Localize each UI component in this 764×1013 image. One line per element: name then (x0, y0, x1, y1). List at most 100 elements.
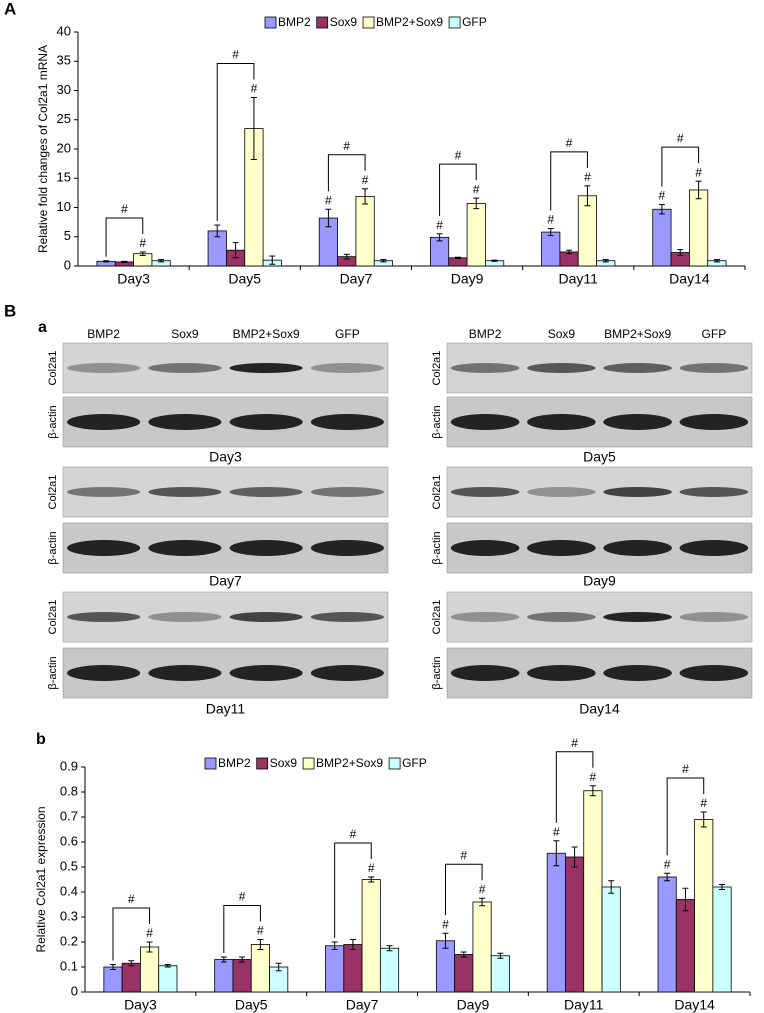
row-label: Col2a1 (431, 475, 443, 510)
significance-mark: # (325, 193, 332, 207)
blot-band (229, 540, 303, 556)
bracket (555, 751, 594, 823)
significance-mark: # (257, 924, 264, 938)
error-bar (109, 964, 116, 970)
bar (694, 819, 714, 993)
legend-swatch (388, 757, 401, 770)
blot-band (67, 487, 141, 497)
lane-label: BMP2 (469, 327, 502, 341)
legend-label: BMP2+Sox9 (376, 15, 443, 29)
y-tick-label: 0.5 (60, 858, 78, 873)
significance-mark: # (362, 173, 369, 187)
significance-mark: # (664, 857, 671, 871)
error-bar (479, 897, 486, 907)
blot-band (310, 540, 384, 556)
blot-band (527, 363, 596, 373)
bracket (550, 151, 588, 211)
error-bar (571, 846, 578, 868)
bar (583, 790, 603, 993)
error-bar (257, 939, 264, 950)
error-bar (436, 233, 443, 242)
error-bar (275, 962, 282, 972)
row-label: β-actin (47, 405, 59, 438)
blot-band (229, 363, 303, 373)
blot-band (310, 414, 384, 430)
bracket (444, 863, 483, 916)
lane-label: BMP2+Sox9 (233, 327, 300, 341)
error-bar (664, 872, 671, 882)
error-bar (325, 208, 332, 228)
significance-mark: # (473, 182, 480, 196)
bracket (334, 842, 372, 938)
row-label: Col2a1 (47, 475, 59, 510)
legend-label: Sox9 (330, 15, 358, 29)
bar (448, 257, 468, 267)
blot-band (603, 487, 672, 497)
significance-mark: # (368, 861, 375, 875)
row-label: Col2a1 (47, 351, 59, 386)
blot-band (67, 665, 141, 681)
error-bar (454, 256, 461, 259)
error-bar (658, 204, 665, 215)
bar (466, 203, 486, 267)
bracket (216, 63, 255, 222)
bracket (661, 146, 700, 187)
bar (546, 852, 566, 993)
significance-mark: # (695, 165, 702, 179)
significance-mark: # (479, 882, 486, 896)
bar (214, 959, 234, 993)
blot-band (67, 612, 141, 622)
blot-band (527, 665, 596, 681)
day-label: Day14 (579, 701, 620, 717)
significance-mark: # (139, 236, 146, 250)
bar (429, 236, 450, 267)
bar (454, 954, 474, 993)
row-label: Col2a1 (431, 351, 443, 386)
error-bar (553, 840, 560, 867)
x-tick-label: Day5 (235, 997, 268, 1013)
blot-band (148, 414, 222, 430)
error-bar (139, 251, 146, 256)
x-tick-label: Day5 (228, 271, 261, 287)
day-label: Day5 (583, 449, 616, 465)
bar (675, 899, 695, 993)
legend-swatch (204, 757, 217, 770)
y-axis-label: Relative fold changes of Col2a1 mRNA (36, 45, 50, 253)
error-bar (473, 197, 480, 210)
bar (325, 945, 345, 993)
error-bar (146, 941, 153, 953)
legend-label: GFP (462, 15, 487, 29)
bar (689, 189, 709, 267)
error-bar (239, 956, 246, 963)
y-tick-label: 0.6 (60, 833, 78, 848)
blot-band (148, 665, 222, 681)
error-bar (386, 945, 393, 952)
bar (121, 962, 141, 993)
blot-band (148, 363, 222, 373)
blot-band (603, 612, 672, 622)
row-label: Col2a1 (47, 600, 59, 635)
significance-mark: # (547, 213, 554, 227)
blot-band (229, 612, 303, 622)
lane-label: GFP (702, 327, 727, 341)
y-tick-label: 10 (57, 199, 71, 214)
x-tick-label: Day14 (674, 997, 715, 1013)
y-tick-label: 0.7 (60, 808, 78, 823)
y-axis-label: Relative Col2a1 expression (34, 806, 48, 952)
y-tick-label: 30 (57, 82, 71, 97)
day-label: Day7 (209, 573, 242, 589)
error-bar (682, 887, 689, 912)
bracket-label: # (343, 139, 350, 153)
error-bar (331, 941, 338, 950)
error-bar (250, 97, 257, 161)
bracket-label: # (677, 131, 684, 145)
day-label: Day9 (583, 573, 616, 589)
row-label: β-actin (431, 405, 443, 438)
error-bar (232, 242, 239, 259)
y-tick-label: 0.1 (60, 958, 78, 973)
lane-label: GFP (335, 327, 360, 341)
significance-mark: # (659, 189, 666, 203)
x-tick-label: Day7 (340, 271, 373, 287)
bracket (327, 154, 366, 192)
error-bar (368, 876, 375, 883)
